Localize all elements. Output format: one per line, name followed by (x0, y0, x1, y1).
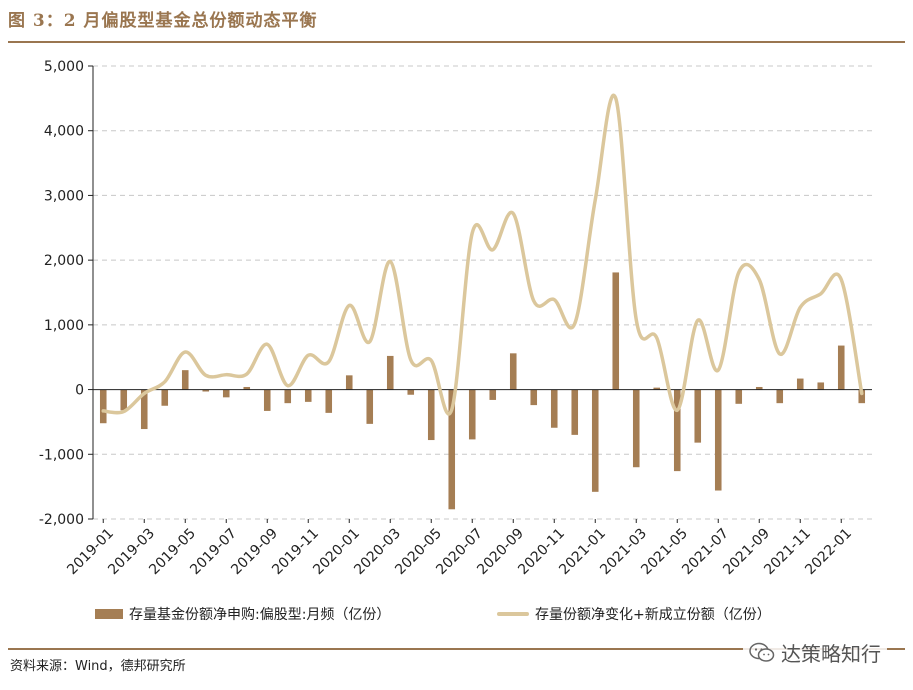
legend-label-line: 存量份额净变化+新成立份额（亿份） (535, 607, 771, 623)
bar-2019-04 (161, 389, 169, 406)
bar-2021-04 (653, 387, 661, 390)
bar-2020-09 (509, 353, 517, 390)
y-tick-label: 5,000 (44, 59, 84, 75)
bar-2019-02 (120, 389, 128, 411)
bar-2019-10 (284, 389, 292, 404)
chart-area: 5,0004,0003,0002,0001,0000-1,000-2,00020… (39, 59, 872, 578)
watermark: 达策略知行 (743, 636, 887, 669)
bar-2019-06 (202, 389, 210, 392)
y-tick-label: 1,000 (44, 318, 84, 334)
bar-2021-01 (591, 389, 599, 492)
bar-2019-03 (140, 389, 148, 430)
bar-2019-05 (181, 370, 189, 390)
legend-swatch-line (497, 612, 529, 616)
bar-2021-12 (817, 382, 825, 390)
bar-2020-03 (386, 355, 394, 390)
y-tick-label: 3,000 (44, 188, 84, 204)
bar-2020-07 (468, 389, 476, 440)
bar-2019-11 (304, 389, 312, 402)
legend-item-bar: 存量基金份额净申购:偏股型:月频（亿份） (95, 604, 390, 624)
bar-2019-01 (99, 389, 107, 424)
page-title: 图 3：2 月偏股型基金总份额动态平衡 (8, 11, 318, 31)
bar-2021-02 (612, 272, 620, 390)
bar-2019-08 (243, 386, 251, 390)
bottom-divider (8, 648, 905, 650)
bar-2021-03 (632, 389, 640, 468)
y-tick-label: 4,000 (44, 124, 84, 140)
bar-2021-08 (735, 389, 743, 404)
bar-2020-08 (489, 389, 497, 400)
bar-2020-05 (427, 389, 435, 441)
source-note: 资料来源：Wind，德邦研究所 (10, 659, 186, 674)
bar-2021-05 (673, 389, 681, 472)
y-tick-label: 2,000 (44, 253, 84, 269)
bar-2019-09 (263, 389, 271, 411)
bar-2020-01 (345, 375, 353, 390)
bar-2020-02 (366, 389, 374, 424)
bar-2020-06 (448, 389, 456, 510)
bar-2021-09 (755, 386, 763, 390)
bar-2019-07 (222, 389, 230, 398)
bar-2020-10 (530, 389, 538, 406)
bar-2019-12 (325, 389, 333, 413)
bar-2020-04 (407, 389, 415, 395)
bar-2021-07 (714, 389, 722, 491)
legend-label-bar: 存量基金份额净申购:偏股型:月频（亿份） (129, 607, 391, 623)
bar-2022-01 (837, 345, 845, 390)
bar-2020-11 (550, 389, 558, 428)
y-tick-label: 0 (75, 383, 84, 399)
legend-item-line: 存量份额净变化+新成立份额（亿份） (497, 604, 771, 624)
bar-2021-11 (796, 378, 804, 390)
bar-2022-02 (858, 389, 866, 404)
watermark-text: 达策略知行 (781, 642, 881, 666)
bar-2020-12 (571, 389, 579, 435)
wechat-icon (749, 642, 775, 662)
line-series-total-change (101, 93, 864, 416)
y-tick-label: -2,000 (39, 512, 84, 528)
y-tick-label: -1,000 (39, 447, 84, 463)
bar-2021-06 (694, 389, 702, 443)
legend-swatch-bar (95, 609, 123, 619)
bar-2021-10 (776, 389, 784, 404)
top-divider (8, 41, 905, 43)
